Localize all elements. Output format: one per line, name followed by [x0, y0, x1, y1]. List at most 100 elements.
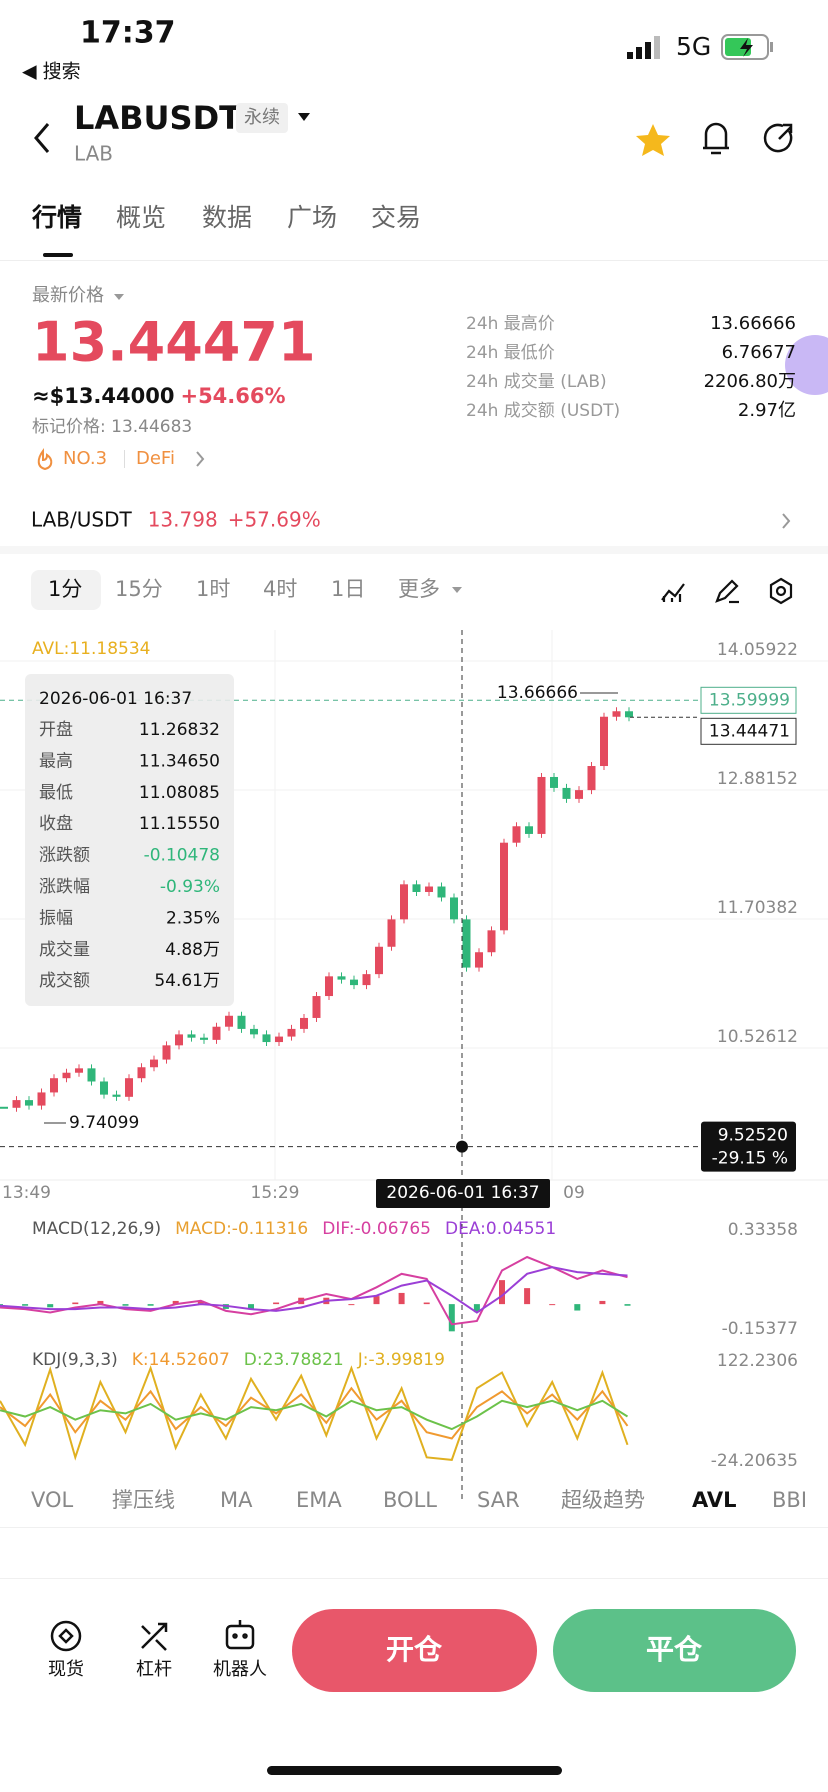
indicator-tab[interactable]: 超级趋势: [561, 1488, 645, 1512]
divider: [124, 450, 125, 468]
x-tick-label: 13:49: [2, 1183, 51, 1203]
indicator-tab[interactable]: BOLL: [383, 1488, 437, 1512]
macd-bar: [398, 1292, 405, 1305]
macd-min: -0.15377: [722, 1319, 798, 1339]
dif-line: [0, 1255, 628, 1326]
interval[interactable]: 更多: [398, 577, 440, 601]
macd-legend: MACD(12,26,9): [32, 1219, 161, 1239]
stat-value: 2.97亿: [738, 400, 796, 421]
bell-icon[interactable]: [703, 122, 729, 155]
tooltip-value: 2.35%: [166, 908, 220, 928]
macd-bar: [574, 1304, 581, 1311]
share-icon[interactable]: [763, 123, 793, 153]
tooltip-bg: [25, 674, 234, 1006]
stat-label: 24h 成交量 (LAB): [466, 372, 607, 392]
tab[interactable]: 广场: [287, 203, 337, 232]
close-label[interactable]: 平仓: [646, 1633, 703, 1666]
macd-bar: [147, 1304, 154, 1306]
dropdown-icon[interactable]: [452, 587, 462, 593]
dropdown-icon[interactable]: [114, 294, 124, 300]
spot-change: +57.69%: [228, 508, 321, 532]
macd-bar: [373, 1296, 380, 1305]
bot-icon[interactable]: [225, 1620, 255, 1650]
chevron[interactable]: [196, 451, 205, 467]
nav-label[interactable]: 杠杆: [136, 1659, 172, 1680]
y-tick-label: 10.52612: [717, 1027, 798, 1047]
indicator-tab[interactable]: 撑压线: [112, 1488, 175, 1512]
tooltip-key: 成交量: [39, 940, 90, 960]
interval[interactable]: 1分: [48, 577, 82, 601]
tooltip-key: 开盘: [39, 720, 73, 740]
indicator-tab[interactable]: VOL: [31, 1488, 74, 1512]
home-indicator: [267, 1766, 562, 1775]
k-line: [0, 1386, 629, 1440]
symbol: LABUSDT: [74, 99, 241, 137]
open-button[interactable]: [292, 1609, 537, 1692]
interval[interactable]: 4时: [263, 577, 297, 601]
chevron[interactable]: [782, 513, 791, 529]
assistant-bubble[interactable]: [785, 335, 828, 395]
dropdown-icon[interactable]: [298, 113, 310, 121]
back-button[interactable]: [34, 123, 50, 153]
battery-icon: [721, 34, 773, 60]
macd-bar: [348, 1304, 355, 1306]
open-label[interactable]: 开仓: [386, 1633, 443, 1666]
tooltip-value: 11.15550: [139, 814, 220, 834]
kdj-legend: J:-3.99819: [357, 1350, 445, 1370]
d-line: [0, 1399, 629, 1431]
section-gap: [0, 546, 828, 554]
ref-price: 13.59999: [709, 690, 790, 710]
close-button[interactable]: [553, 1609, 796, 1692]
price-change: +54.66%: [180, 384, 285, 408]
macd-bar: [47, 1304, 54, 1308]
sector[interactable]: DeFi: [136, 448, 175, 469]
stat-label: 24h 成交额 (USDT): [466, 401, 620, 421]
settings-icon[interactable]: [769, 577, 793, 605]
status-time: 17:37: [80, 16, 176, 51]
cursor-box: [701, 1121, 796, 1172]
macd-bar: [624, 1304, 631, 1306]
margin-icon[interactable]: [141, 1622, 168, 1651]
indicator-tab[interactable]: MA: [220, 1488, 253, 1512]
tooltip-value: -0.93%: [160, 877, 220, 897]
stat-value: 13.66666: [710, 313, 796, 334]
interval[interactable]: 1日: [331, 577, 365, 601]
signal-icon: [627, 36, 660, 59]
dea-line: [0, 1266, 628, 1314]
indicator-tab[interactable]: AVL: [692, 1488, 736, 1512]
draw-icon[interactable]: [715, 579, 739, 604]
tab[interactable]: 行情: [31, 203, 82, 232]
spot-icon[interactable]: [50, 1620, 82, 1652]
tab[interactable]: 交易: [371, 203, 421, 232]
last-price-label: 13.44471: [709, 721, 790, 741]
tab[interactable]: 概览: [116, 203, 166, 232]
nav-label[interactable]: 机器人: [213, 1659, 267, 1680]
interval[interactable]: 15分: [115, 577, 163, 601]
time-box: [376, 1179, 550, 1208]
indicator-tab[interactable]: BBI: [772, 1488, 807, 1512]
tab[interactable]: 数据: [202, 203, 252, 232]
back-app[interactable]: ◀ 搜索: [22, 61, 81, 83]
indicator-icon[interactable]: [661, 583, 685, 602]
kdj-legend: K:14.52607: [132, 1350, 230, 1370]
contract-tag: 永续: [244, 107, 280, 128]
tooltip-value: -0.10478: [144, 846, 220, 866]
indicator-tab[interactable]: SAR: [477, 1488, 520, 1512]
macd-legend: MACD:-0.11316: [175, 1219, 308, 1239]
nav-label[interactable]: 现货: [48, 1659, 84, 1680]
macd-bar: [549, 1304, 556, 1306]
max-label: 13.66666: [497, 683, 578, 703]
price-label: 最新价格: [32, 285, 104, 306]
stat-value: 6.76677: [722, 342, 796, 363]
favorite-icon[interactable]: [636, 124, 670, 156]
cursor-price: 9.52520: [718, 1126, 788, 1146]
macd-bar: [97, 1300, 104, 1305]
mark-price: 标记价格: 13.44683: [32, 417, 192, 437]
tab-indicator: [43, 253, 73, 257]
indicator-tab[interactable]: EMA: [296, 1488, 342, 1512]
interval[interactable]: 1时: [196, 577, 230, 601]
tooltip-key: 收盘: [39, 814, 73, 834]
min-label: 9.74099: [69, 1113, 139, 1133]
macd-bar: [273, 1302, 280, 1305]
